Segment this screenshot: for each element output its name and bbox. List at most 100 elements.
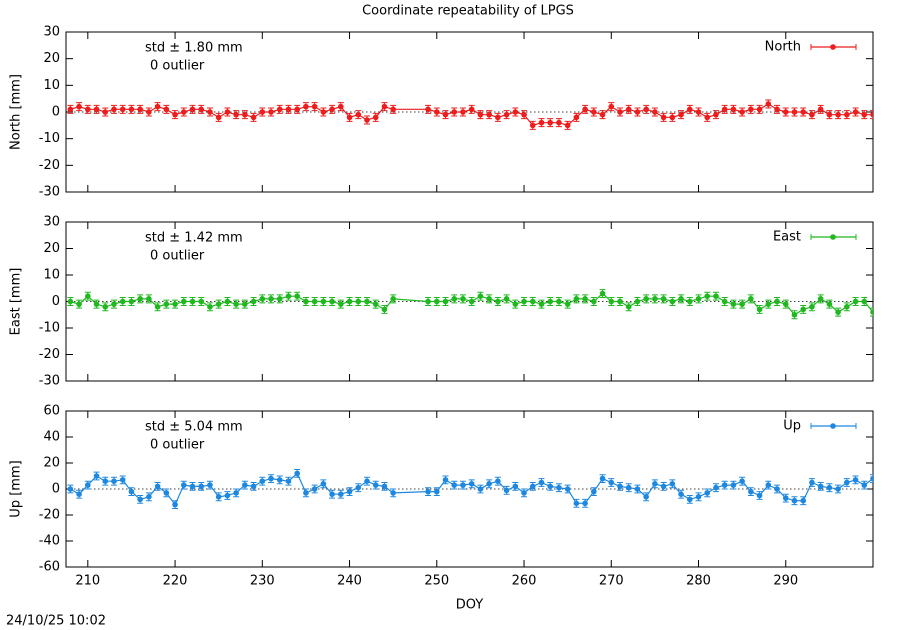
point [311,103,318,110]
point [608,298,615,305]
point [189,106,196,113]
point [512,483,519,490]
point [468,481,475,487]
point [782,301,789,307]
x-tick-label: 210 [75,574,100,589]
y-tick-label: -30 [39,374,60,389]
point [547,298,553,305]
point [146,296,152,302]
point [433,298,440,305]
point [468,298,475,305]
point [660,483,667,490]
legend-label: Up [783,419,801,434]
point [730,301,737,307]
point [215,114,222,121]
point [85,106,91,113]
point [294,106,300,113]
point [634,298,641,305]
point [137,496,143,503]
point [128,488,135,495]
point [486,111,492,118]
point [285,293,292,300]
point [861,482,868,488]
legend-label: North [765,40,801,55]
point [276,477,283,483]
point [250,114,257,121]
point [713,293,719,300]
point [582,500,588,507]
point [311,486,318,492]
point [180,298,187,305]
point [172,301,178,307]
point [809,304,815,310]
point [102,478,109,485]
point [268,109,274,115]
y-tick-label: -10 [39,321,60,336]
point [320,109,327,115]
y-axis-label: Up [mm] [9,460,24,517]
x-tick-label: 270 [599,574,624,589]
point [512,109,519,115]
point [538,479,545,486]
point [669,114,676,121]
point [503,487,510,494]
y-tick-label: 20 [43,51,60,66]
std-label: std ± 5.04 mm [145,420,243,435]
point [591,109,597,115]
point [311,298,318,305]
y-tick-label: 10 [43,268,60,283]
point [364,117,370,123]
legend-marker [830,423,836,429]
point [303,298,309,305]
y-tick-label: -30 [39,185,60,200]
point [163,490,170,496]
point [250,483,257,490]
x-tick-label: 250 [424,574,449,589]
point [346,114,353,121]
point [564,122,571,129]
point [625,106,632,113]
point [791,311,798,318]
y-tick-label: -20 [39,508,60,523]
point [329,491,335,498]
plot-frame [65,221,874,382]
point [207,304,213,310]
point [242,482,248,488]
outlier-label: 0 outlier [150,59,205,74]
point [739,109,745,115]
point [582,296,588,302]
legend-marker [830,234,836,240]
point [93,301,100,307]
point [791,109,798,115]
point [355,298,362,305]
y-tick-label: -10 [39,131,60,146]
point [495,298,501,305]
point [172,501,178,508]
point [355,111,362,118]
point [242,111,248,118]
point [198,483,205,490]
point [625,304,632,310]
point [303,490,309,496]
point [652,481,658,487]
point [678,296,684,302]
point [495,114,501,121]
point [835,111,841,118]
point [468,106,475,113]
point [163,106,170,113]
point [826,484,833,491]
point [695,494,702,500]
y-tick-label: -40 [39,534,60,549]
point [102,304,109,310]
point [713,111,719,118]
point [538,301,545,307]
point [460,482,466,488]
point [599,111,606,118]
point [826,111,833,118]
y-tick-label: -20 [39,158,60,173]
point [643,106,649,113]
point [817,483,824,490]
point [442,298,449,305]
point [381,103,388,110]
point [791,497,798,504]
